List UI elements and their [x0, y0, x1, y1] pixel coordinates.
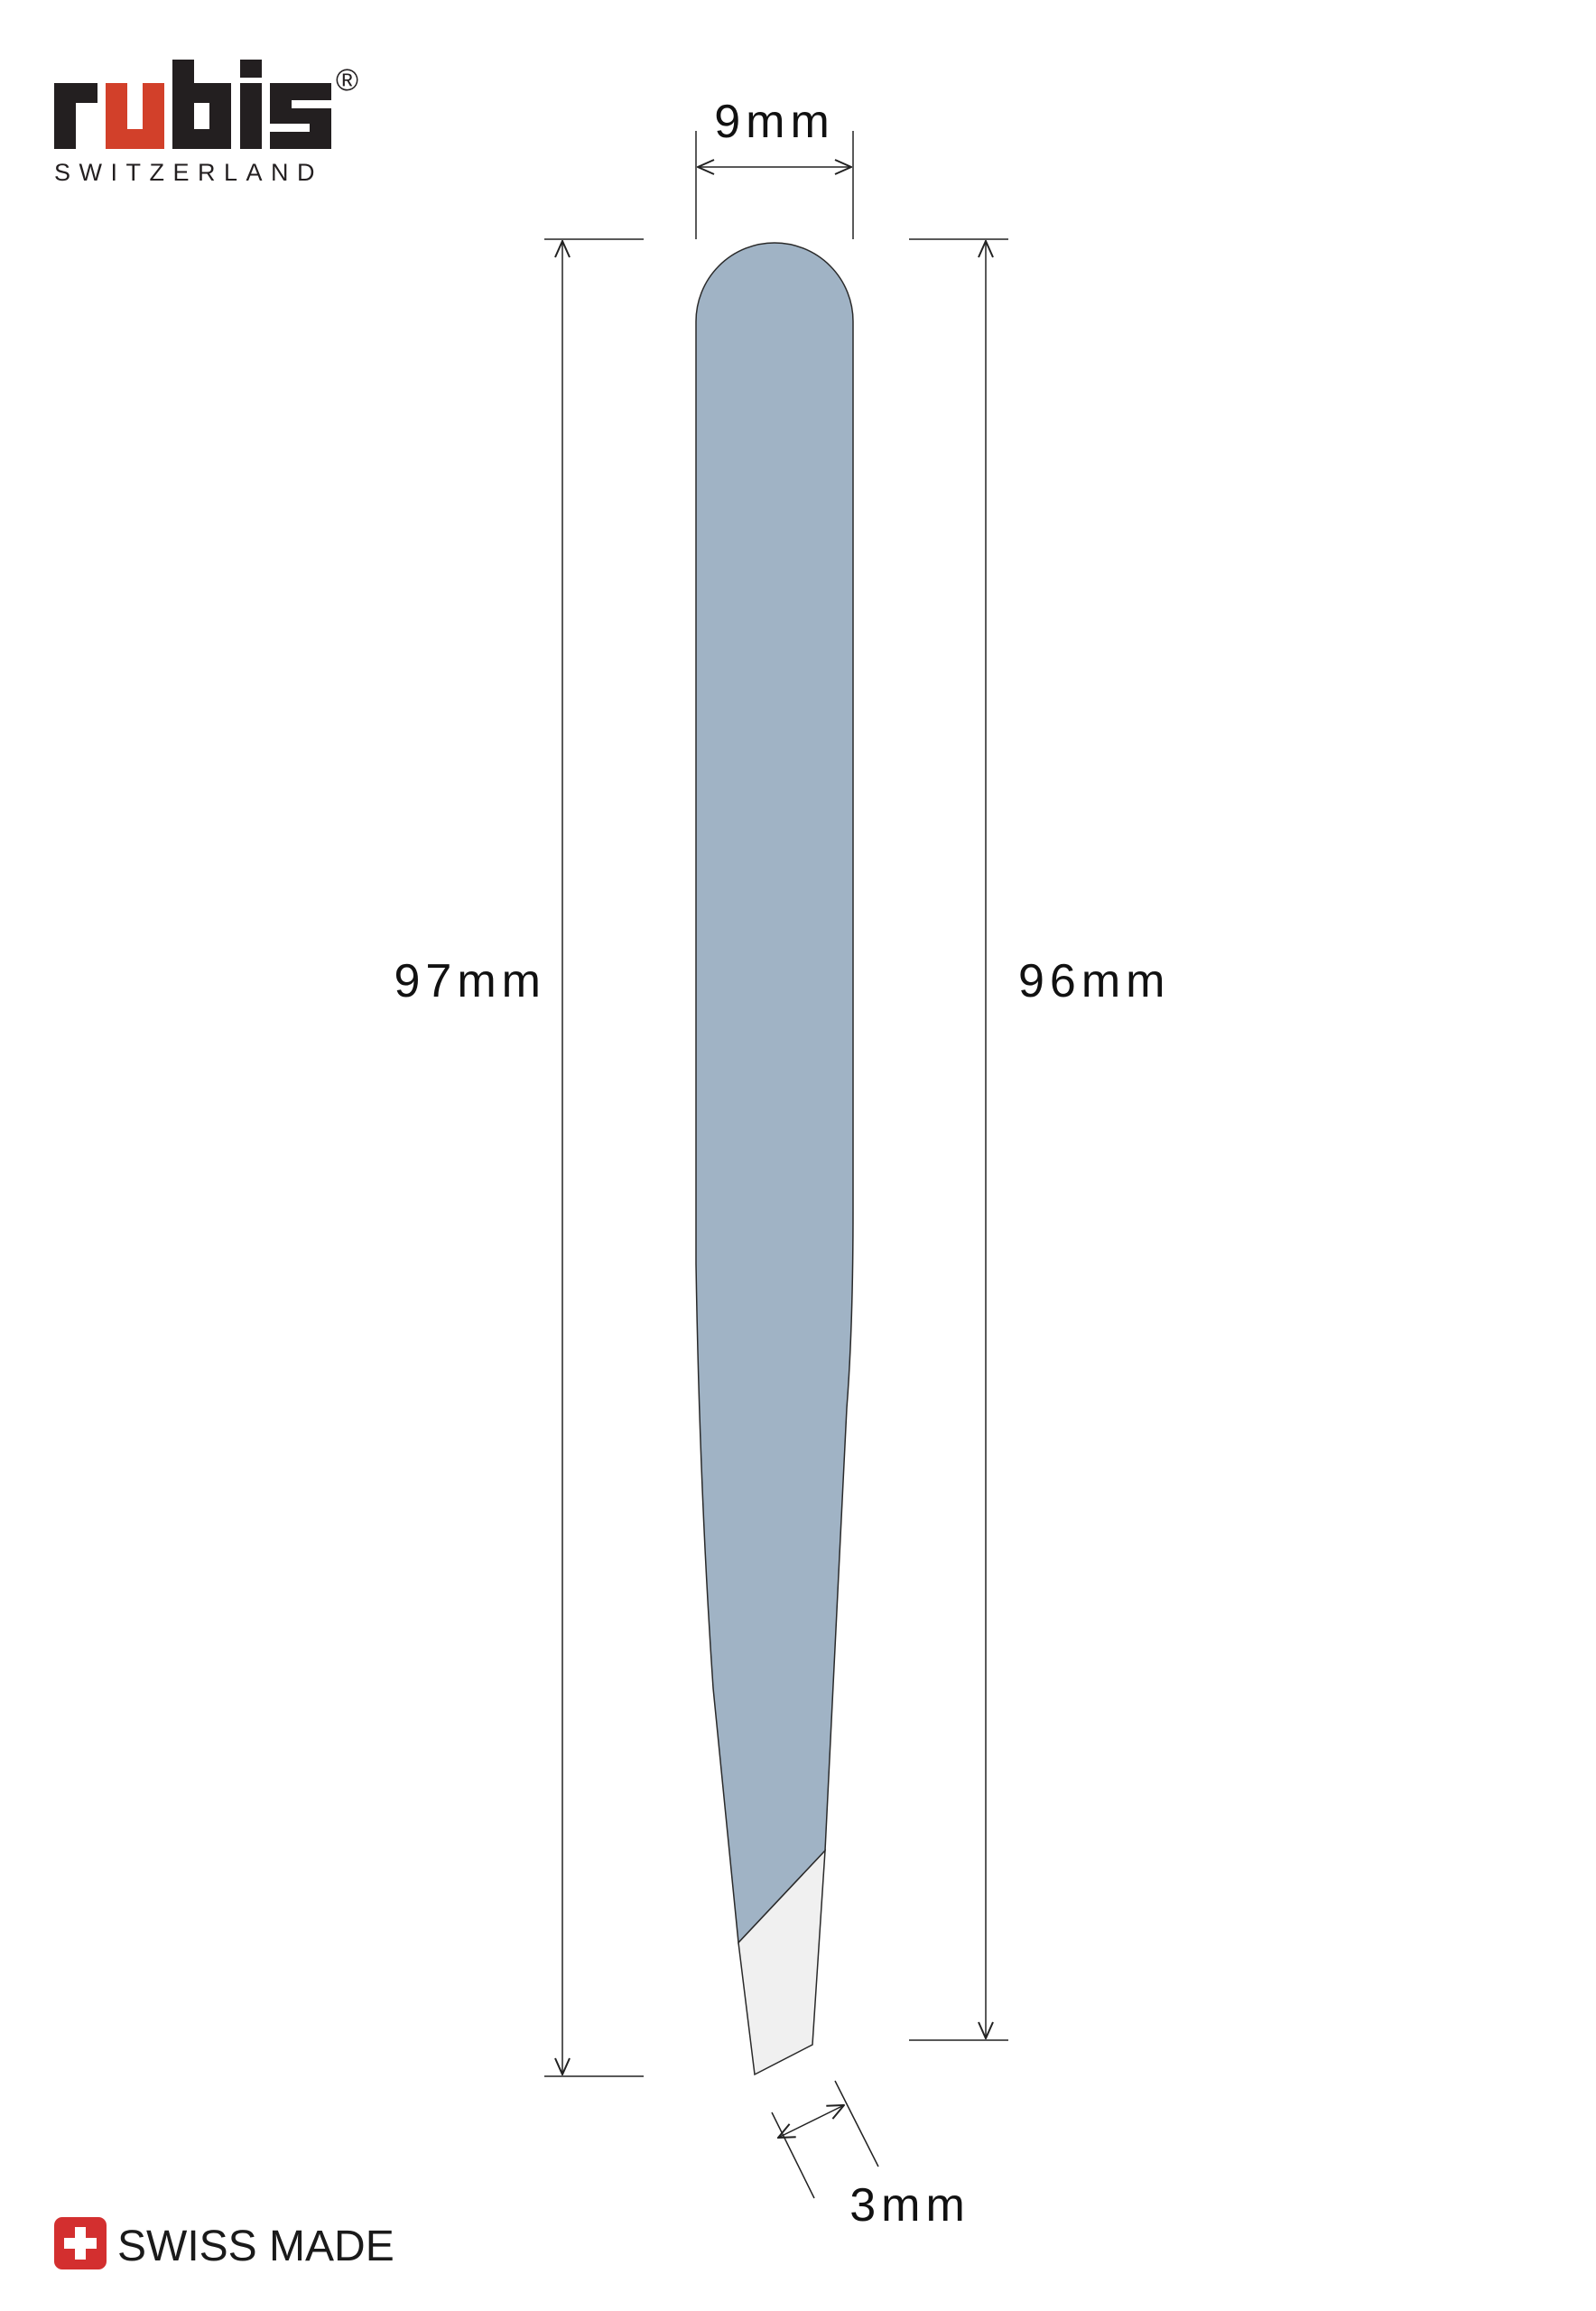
- tweezer-tip: [738, 1848, 826, 2076]
- dimension-width-top: 9mm: [695, 96, 854, 239]
- dimension-length-left: 97mm: [394, 238, 644, 2077]
- tip-width-label: 3mm: [849, 2179, 970, 2232]
- logo-wordmark-icon: [54, 60, 331, 149]
- tweezer-body: [695, 242, 854, 1944]
- length-left-label: 97mm: [394, 955, 546, 1007]
- dimension-length-right: 96mm: [909, 238, 1170, 2041]
- swiss-made-label: SWISS MADE: [117, 2223, 394, 2270]
- swiss-flag-icon: [54, 2217, 107, 2269]
- dimension-tip-width: 3mm: [771, 2080, 970, 2232]
- tweezer-illustration: [695, 242, 854, 2076]
- length-right-label: 96mm: [1018, 955, 1170, 1007]
- width-top-label: 9mm: [714, 96, 835, 148]
- registered-mark: ®: [336, 63, 358, 97]
- swiss-made-badge: SWISS MADE: [54, 2217, 394, 2270]
- brand-tagline: SWITZERLAND: [54, 159, 323, 186]
- brand-logo: ® SWITZERLAND: [54, 60, 358, 186]
